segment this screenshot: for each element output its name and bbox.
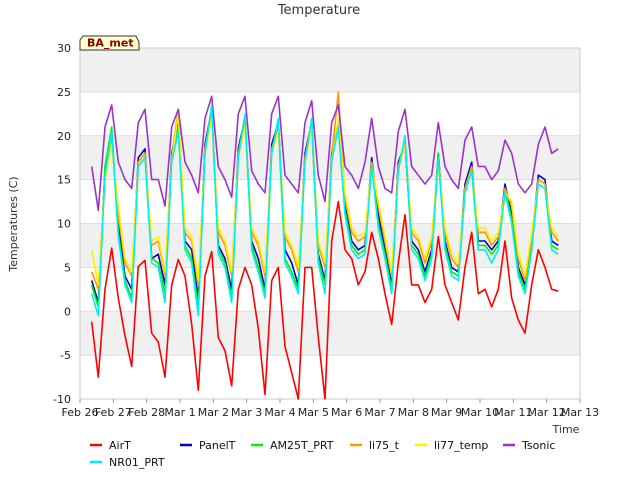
- x-tick-label: Mar 8: [398, 406, 429, 419]
- x-tick-label: Mar 1: [164, 406, 195, 419]
- x-tick-label: Mar 3: [231, 406, 262, 419]
- legend-label: Tsonic: [521, 439, 555, 452]
- plot-frame: [79, 47, 581, 400]
- legend-label: li75_t: [369, 439, 400, 452]
- legend-label: AM25T_PRT: [270, 439, 334, 452]
- y-axis-ticks: -10 -5 0 5 10 15 20 25 30: [53, 42, 71, 406]
- chart-title: Temperature: [277, 3, 360, 18]
- series-line-nr01-prt: [90, 104, 559, 317]
- x-tick-label: Mar 4: [264, 406, 295, 419]
- x-tick-label: Mar 6: [331, 406, 362, 419]
- x-tick-label: Feb 27: [95, 406, 132, 419]
- x-tick-label: Mar 11: [494, 406, 532, 419]
- legend: AirT PanelT AM25T_PRT li75_t li77_temp Tsonic…: [90, 439, 555, 469]
- x-tick-label: Mar 2: [198, 406, 229, 419]
- y-tick-label: -10: [53, 393, 71, 406]
- legend-label: AirT: [109, 439, 131, 452]
- plot-band: [80, 355, 580, 399]
- y-tick-label: 0: [64, 305, 71, 318]
- x-tick-label: Mar 12: [528, 406, 566, 419]
- station-badge: BA_met: [79, 35, 140, 51]
- series-line-tsonic: [90, 95, 559, 212]
- series-line-airt: [90, 200, 559, 400]
- station-badge-label: BA_met: [87, 37, 134, 50]
- legend-label: PanelT: [199, 439, 236, 452]
- y-tick-label: 30: [57, 42, 71, 55]
- x-axis-label: Time: [552, 423, 580, 436]
- plot-band: [80, 48, 580, 92]
- x-tick-label: Mar 5: [298, 406, 329, 419]
- plot-band: [80, 311, 580, 356]
- y-tick-label: 20: [57, 130, 71, 143]
- legend-label: li77_temp: [434, 439, 488, 452]
- y-axis-label: Temperatures (C): [7, 176, 20, 272]
- x-tick-label: Feb 26: [62, 406, 99, 419]
- x-tick-label: Mar 9: [431, 406, 462, 419]
- x-tick-label: Mar 7: [364, 406, 395, 419]
- y-tick-label: 25: [57, 86, 71, 99]
- plot-band: [80, 91, 580, 136]
- y-tick-label: 5: [64, 261, 71, 274]
- y-tick-label: 10: [57, 218, 71, 231]
- y-tick-label: -5: [60, 349, 71, 362]
- legend-label: NR01_PRT: [109, 456, 165, 469]
- y-tick-label: 15: [57, 174, 71, 187]
- x-tick-label: Mar 10: [461, 406, 499, 419]
- x-tick-label: Feb 28: [128, 406, 165, 419]
- series-layer: [90, 91, 559, 400]
- x-tick-label: Mar 13: [561, 406, 599, 419]
